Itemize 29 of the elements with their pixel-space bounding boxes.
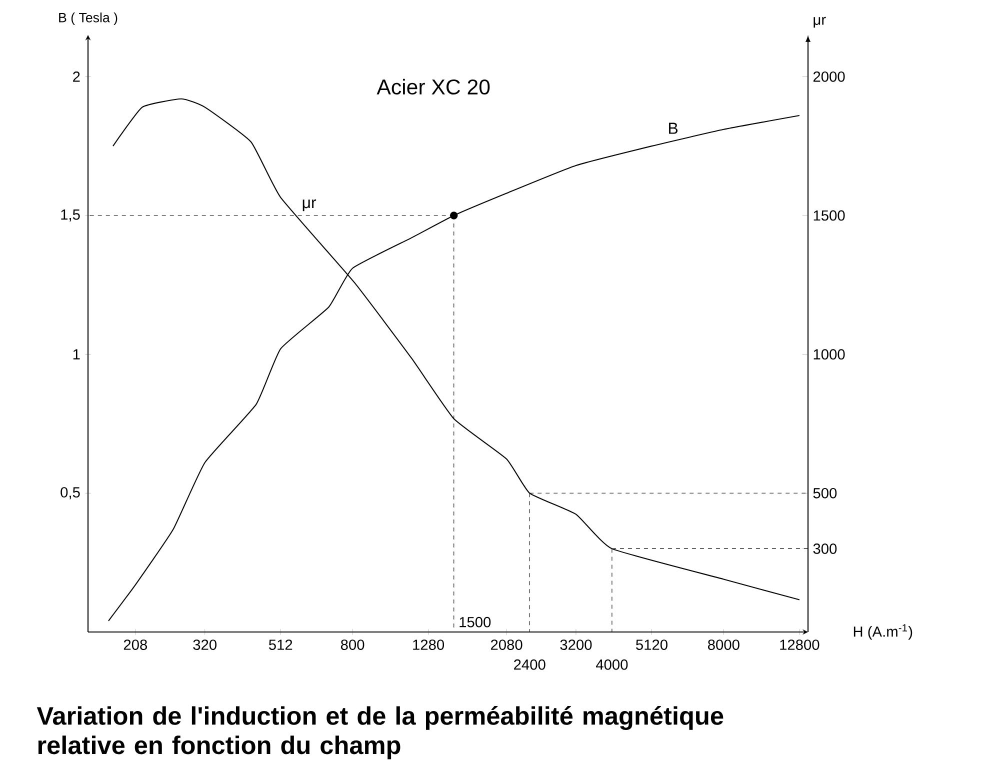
x-axis-title: H (A.m$^{-1}$) <box>854 624 912 640</box>
x-tick-label: 800 <box>340 640 364 650</box>
x-tick-label: 12800 <box>780 640 820 650</box>
y2-tick-label: 500 <box>813 488 837 498</box>
x-tick-label: 2080 <box>490 640 522 650</box>
y-tick-label: 1 <box>73 349 80 360</box>
x-tick-label: 8000 <box>708 640 740 650</box>
x-tick-label: 1280 <box>413 640 444 650</box>
y2-axis-title: μr <box>814 16 826 28</box>
ref-line-label: 1500 <box>460 616 491 628</box>
y-tick-label: 2 <box>73 72 80 82</box>
x-tick-label: 208 <box>124 640 148 650</box>
x-tick-label: 3200 <box>560 640 592 650</box>
y2-tick-label: 1000 <box>814 349 845 360</box>
series-label: B <box>669 122 678 134</box>
series-label: μr <box>302 199 316 212</box>
x-tick-label: 512 <box>268 640 292 650</box>
ref-line-label: 2400 <box>514 659 546 670</box>
x-tick-label: 320 <box>193 640 216 650</box>
y-tick-label: 1,5 <box>61 210 80 222</box>
y2-tick-label: 1500 <box>814 210 845 221</box>
y2-tick-label: 300 <box>813 544 837 554</box>
text: Acier XC 20 <box>376 78 490 95</box>
y-axis-title: B ( Tesla ) <box>59 12 118 25</box>
text: Variation de l'induction et de la perméabilité magnétique relative en fonction du champ <box>36 706 724 760</box>
y2-tick-label: 2000 <box>813 71 845 82</box>
x-tick-label: 5120 <box>636 640 668 650</box>
ref-line-label: 4000 <box>596 659 628 670</box>
y-tick-label: 0,5 <box>60 487 80 500</box>
